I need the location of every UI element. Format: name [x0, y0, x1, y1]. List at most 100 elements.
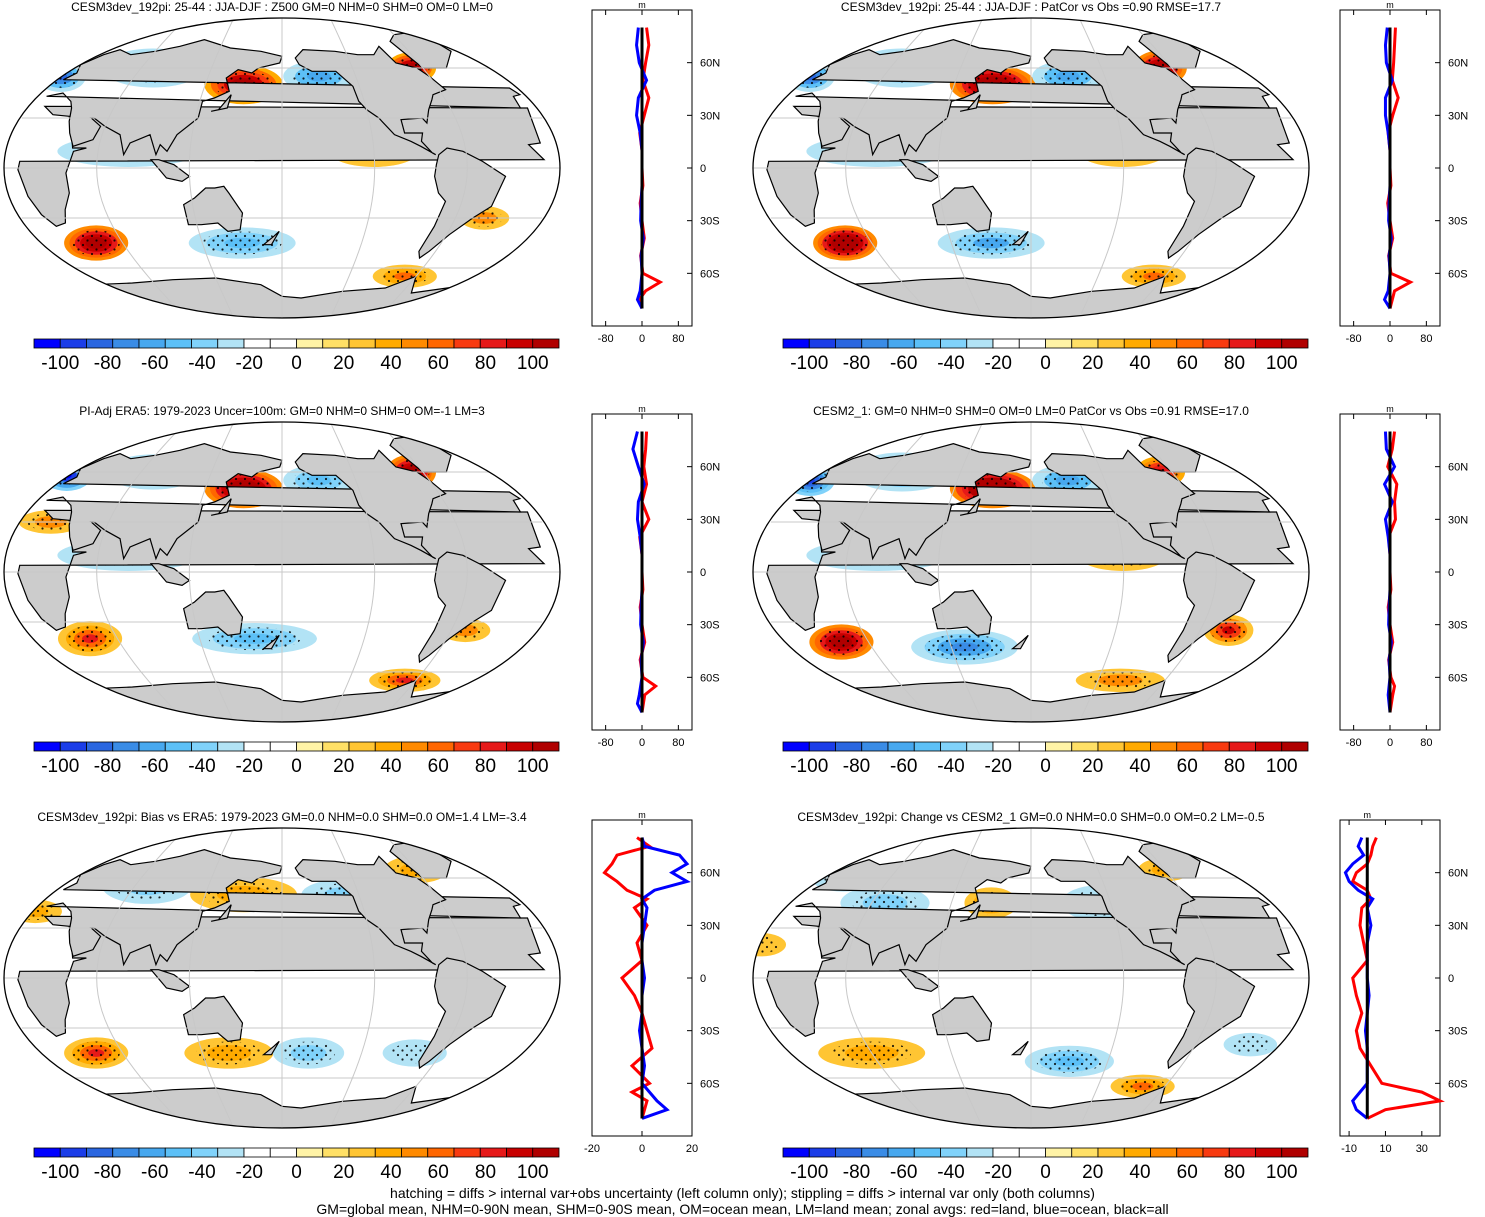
- colorbar-label: 40: [1129, 353, 1150, 374]
- colorbar-label: -80: [843, 353, 870, 374]
- continent: [931, 995, 993, 1042]
- colorbar-swatch: [966, 338, 994, 349]
- colorbar-label: -20: [985, 353, 1012, 374]
- stippling: [821, 229, 869, 257]
- colorbar-swatch: [913, 741, 941, 752]
- map-border: [752, 17, 1310, 319]
- stippling: [72, 1041, 120, 1065]
- colorbar-swatch: [1018, 1147, 1046, 1158]
- map-area: [753, 422, 1309, 722]
- stippling: [195, 1041, 262, 1065]
- colorbar-swatch: [913, 338, 941, 349]
- meridian: [1078, 422, 1125, 722]
- colorbar-label: 60: [428, 756, 449, 777]
- colorbar-swatch: [401, 338, 429, 349]
- x-tick-label: 20: [686, 1143, 698, 1155]
- colorbar-swatch: [322, 741, 350, 752]
- colorbar-swatch: [506, 1147, 534, 1158]
- map-area: [753, 828, 1309, 1128]
- colorbar-label: 0: [1040, 1162, 1051, 1183]
- lat-label: 60N: [1448, 868, 1468, 880]
- stippling: [951, 231, 1031, 255]
- colorbar-swatch: [269, 741, 297, 752]
- colorbar-swatch: [1018, 338, 1046, 349]
- colorbar-swatch: [1176, 1147, 1204, 1158]
- x-tick-label: 30: [1416, 1143, 1428, 1155]
- colorbar-swatch: [322, 1147, 350, 1158]
- zonal-unit: m: [638, 0, 646, 10]
- colorbar-swatch: [348, 338, 376, 349]
- anomaly-feature: [64, 225, 129, 261]
- anomaly-feature: [1024, 1045, 1114, 1077]
- colorbar-swatch: [59, 741, 87, 752]
- continent: [1167, 957, 1256, 1070]
- colorbar-swatch: [138, 338, 166, 349]
- lat-label: 30N: [700, 514, 720, 526]
- meridian: [1078, 828, 1125, 1128]
- continent: [959, 94, 981, 112]
- colorbar-swatch: [191, 338, 219, 349]
- continent: [931, 589, 993, 636]
- graticule: [753, 18, 1309, 318]
- colorbar-swatch: [374, 1147, 402, 1158]
- colorbar-swatch: [940, 741, 968, 752]
- meridian: [937, 422, 984, 722]
- map-border: [752, 421, 1310, 723]
- lat-label: 60S: [700, 268, 720, 280]
- panel-3: PI-Adj ERA5: 1979-2023 Uncer=100m: GM=0 …: [3, 404, 720, 777]
- lat-label: 30S: [700, 620, 720, 632]
- colorbar-label: 0: [1040, 756, 1051, 777]
- colorbar-swatch: [1150, 1147, 1178, 1158]
- graticule: [753, 828, 1309, 1128]
- lat-label: 0: [700, 567, 706, 579]
- lat-label: 30N: [700, 920, 720, 932]
- colorbar-swatch: [427, 338, 455, 349]
- colorbar-swatch: [374, 338, 402, 349]
- colorbar-label: -40: [937, 756, 964, 777]
- zonal-frame: [1339, 819, 1441, 1137]
- colorbar-swatch: [322, 338, 350, 349]
- colorbar-swatch: [1097, 338, 1125, 349]
- stippling: [282, 1041, 335, 1065]
- colorbar-swatch: [808, 741, 836, 752]
- x-tick-label: 0: [639, 333, 645, 345]
- colorbar: -100 -80 -60 -40 -20 0 20 40 60 80 100: [782, 1147, 1309, 1183]
- colorbar-label: -20: [236, 1162, 263, 1183]
- continent: [1010, 230, 1029, 246]
- zonal-mean-plot: 60N 30N 0 30S 60S -10 10 30 m: [1339, 810, 1468, 1155]
- lat-label: 60S: [1448, 672, 1468, 684]
- colorbar-swatch: [1202, 338, 1230, 349]
- colorbar-label: -40: [937, 1162, 964, 1183]
- colorbar-label: -20: [985, 1162, 1012, 1183]
- colorbar-swatch: [1255, 1147, 1283, 1158]
- stippling: [1130, 267, 1178, 286]
- colorbar-swatch: [243, 338, 271, 349]
- colorbar-swatch: [887, 1147, 915, 1158]
- colorbar-swatch: [782, 1147, 810, 1158]
- colorbar-swatch: [401, 1147, 429, 1158]
- colorbar-label: -60: [141, 756, 168, 777]
- colorbar-swatch: [453, 741, 481, 752]
- continent: [210, 498, 232, 516]
- colorbar-swatch: [479, 338, 507, 349]
- zonal-mean-plot: 60N 30N 0 30S 60S -80 0 80 m: [591, 404, 720, 749]
- colorbar: -100 -80 -60 -40 -20 0 20 40 60 80 100: [782, 338, 1309, 374]
- map-area: [4, 18, 560, 318]
- colorbar-label: 20: [1082, 353, 1103, 374]
- colorbar-label: 40: [380, 1162, 401, 1183]
- colorbar-label: -40: [188, 353, 215, 374]
- map-area: [4, 828, 560, 1128]
- colorbar-swatch: [217, 741, 245, 752]
- lat-label: 30S: [1448, 620, 1468, 632]
- panel-6: CESM3dev_192pi: Change vs CESM2_1 GM=0.0…: [752, 810, 1468, 1183]
- colorbar-label: -20: [985, 756, 1012, 777]
- colorbar-swatch: [1123, 1147, 1151, 1158]
- colorbar-label: 0: [291, 756, 302, 777]
- colorbar-swatch: [427, 741, 455, 752]
- colorbar-swatch: [243, 741, 271, 752]
- panel-title: PI-Adj ERA5: 1979-2023 Uncer=100m: GM=0 …: [79, 404, 485, 418]
- x-tick-label: -80: [598, 333, 614, 345]
- colorbar-label: 80: [1224, 1162, 1245, 1183]
- colorbar-swatch: [86, 338, 114, 349]
- anomaly-feature: [188, 227, 296, 259]
